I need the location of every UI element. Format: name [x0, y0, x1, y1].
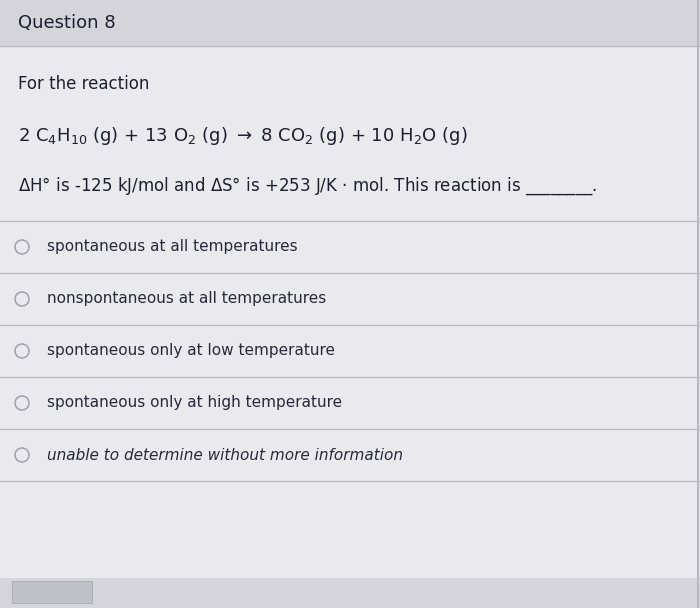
Bar: [0, 0, 700, 46]
Text: 2 C$_4$H$_{10}$ (g) + 13 O$_2$ (g) $\rightarrow$ 8 CO$_2$ (g) + 10 H$_2$O (g): 2 C$_4$H$_{10}$ (g) + 13 O$_2$ (g) $\rig…: [18, 125, 468, 147]
Text: unable to determine without more information: unable to determine without more informa…: [47, 447, 403, 463]
Text: nonspontaneous at all temperatures: nonspontaneous at all temperatures: [47, 291, 326, 306]
Bar: [0, 46, 700, 578]
Text: $\Delta$H° is -125 kJ/mol and $\Delta$S° is +253 J/K · mol. This reaction is ___: $\Delta$H° is -125 kJ/mol and $\Delta$S°…: [18, 175, 597, 197]
Bar: [0, 578, 700, 608]
Bar: [12, 581, 92, 603]
Text: spontaneous only at low temperature: spontaneous only at low temperature: [47, 344, 335, 359]
Text: For the reaction: For the reaction: [18, 75, 149, 93]
Text: spontaneous at all temperatures: spontaneous at all temperatures: [47, 240, 298, 255]
Text: spontaneous only at high temperature: spontaneous only at high temperature: [47, 395, 342, 410]
Text: Question 8: Question 8: [18, 14, 116, 32]
